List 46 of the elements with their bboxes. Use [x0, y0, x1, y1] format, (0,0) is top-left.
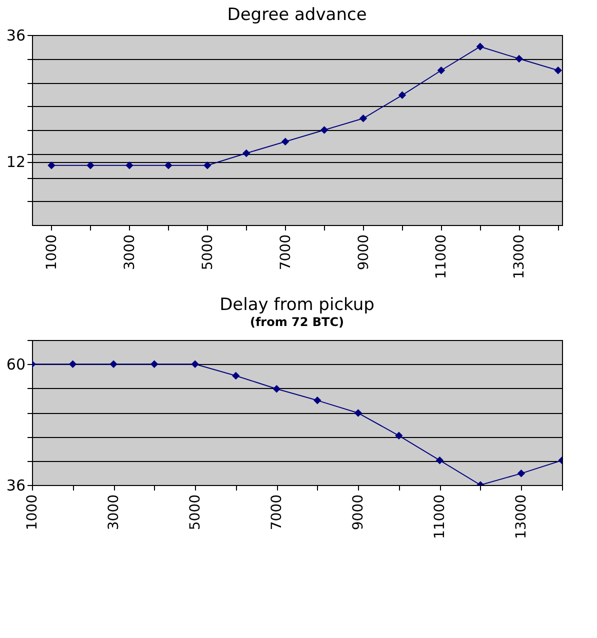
- chart-title: Degree advance: [227, 5, 367, 25]
- x-tick-label: 1000: [24, 494, 40, 530]
- x-tick-label: 3000: [106, 494, 122, 530]
- point: [48, 161, 56, 170]
- point: [272, 384, 280, 393]
- point: [281, 138, 290, 146]
- point: [359, 114, 368, 122]
- y-tick-label: 36: [6, 26, 26, 44]
- point: [232, 372, 240, 380]
- y-tick-label: 12: [6, 153, 26, 172]
- point: [191, 360, 199, 368]
- point: [395, 432, 403, 440]
- x-tick-label: 1000: [44, 234, 60, 270]
- point: [476, 42, 484, 50]
- chart-subtitle: (from 72 BTC): [250, 315, 344, 329]
- point: [354, 409, 362, 417]
- point: [126, 161, 134, 170]
- point: [203, 161, 212, 170]
- point: [320, 126, 328, 134]
- x-tick-label: 9000: [356, 234, 372, 270]
- point: [242, 149, 250, 158]
- x-tick-label: 3000: [122, 234, 138, 270]
- point: [437, 66, 446, 74]
- point: [68, 360, 77, 368]
- x-tick-label: 5000: [188, 494, 204, 530]
- x-tick-label: 9000: [350, 494, 367, 530]
- point: [515, 54, 524, 63]
- x-tick-label: 13000: [512, 234, 528, 280]
- y-tick-label: 36: [6, 476, 26, 494]
- point: [110, 360, 118, 368]
- x-tick-label: 11000: [432, 494, 448, 540]
- x-tick-label: 7000: [269, 494, 286, 530]
- point: [314, 396, 322, 404]
- point: [164, 161, 172, 170]
- x-tick-label: 5000: [200, 234, 216, 270]
- point: [517, 470, 526, 478]
- point: [554, 66, 562, 74]
- point: [398, 91, 406, 100]
- x-tick-label: 13000: [514, 494, 530, 540]
- chart-title: Delay from pickup: [220, 295, 374, 315]
- point: [86, 161, 94, 170]
- y-tick-label: 60: [6, 356, 26, 374]
- x-tick-label: 11000: [434, 234, 450, 280]
- point: [436, 456, 444, 464]
- x-tick-label: 7000: [278, 234, 294, 270]
- point: [150, 360, 158, 368]
